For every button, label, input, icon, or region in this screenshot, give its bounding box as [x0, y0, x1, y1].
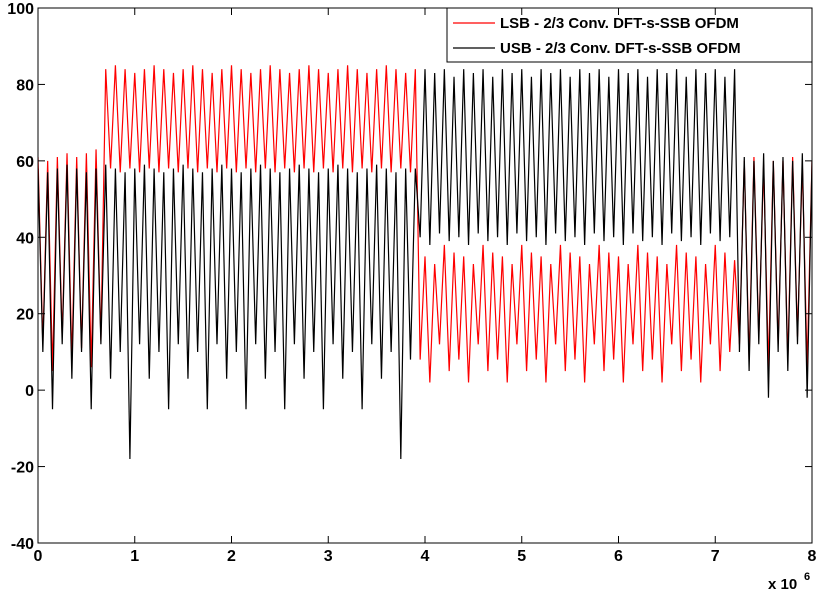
y-tick-label: 20	[16, 307, 34, 324]
y-tick-label: 60	[16, 154, 34, 171]
x-tick-label: 6	[614, 548, 623, 565]
x-multiplier-exponent: 6	[804, 571, 810, 583]
x-tick-label: 0	[34, 548, 43, 565]
series-line	[38, 69, 812, 459]
y-tick-label: -20	[11, 460, 34, 477]
y-tick-label: -40	[11, 536, 34, 553]
x-tick-label: 2	[227, 548, 236, 565]
x-tick-label: 3	[324, 548, 333, 565]
lines	[38, 65, 812, 459]
x-tick-label: 7	[711, 548, 720, 565]
x-tick-label: 5	[517, 548, 526, 565]
plot-area	[38, 8, 812, 543]
legend-label: USB - 2/3 Conv. DFT-s-SSB OFDM	[500, 40, 741, 57]
x-multiplier: x 10	[768, 576, 797, 593]
x-tick-label: 8	[808, 548, 817, 565]
x-tick-label: 1	[130, 548, 139, 565]
x-tick-label: 4	[421, 548, 430, 565]
y-tick-label: 80	[16, 77, 34, 94]
legend-box	[446, 7, 813, 63]
y-tick-label: 0	[25, 383, 34, 400]
legend: LSB - 2/3 Conv. DFT-s-SSB OFDM USB - 2/3 …	[446, 7, 813, 63]
y-tick-label: 40	[16, 230, 34, 247]
legend-label: LSB - 2/3 Conv. DFT-s-SSB OFDM	[500, 15, 739, 32]
series-line	[38, 65, 812, 383]
y-tick-label: 100	[7, 1, 34, 18]
